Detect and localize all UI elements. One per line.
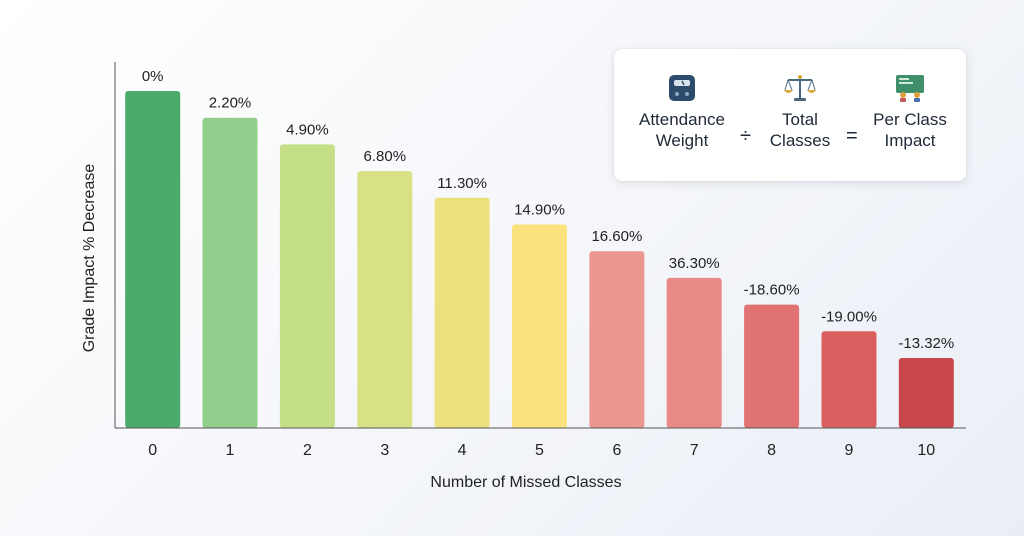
bar-9 <box>821 331 877 428</box>
scale-weight-icon <box>669 75 695 101</box>
data-label-6: 16.60% <box>591 228 642 245</box>
x-tick-label-2: 2 <box>303 442 312 459</box>
bar-2 <box>279 144 335 428</box>
bar-3 <box>357 171 413 428</box>
formula-term-total-classes: Total Classes <box>756 73 844 151</box>
x-tick-label-7: 7 <box>690 442 699 459</box>
data-labels-group: 0% 2.20% 4.90% 6.80% 11.30% 14.90% 16.60% 36.30… <box>142 68 954 352</box>
bars-group <box>125 91 954 428</box>
bar-7 <box>666 277 722 428</box>
classroom-icon <box>896 75 924 102</box>
term-line1: Per Class <box>873 110 947 129</box>
x-tick-label-4: 4 <box>458 442 467 459</box>
term-line1: Total <box>782 110 818 129</box>
balance-scale-icon <box>784 75 816 101</box>
term-line2: Weight <box>655 131 709 150</box>
data-label-1: 2.20% <box>209 95 252 112</box>
x-tick-label-5: 5 <box>535 442 544 459</box>
term-line2: Impact <box>884 131 936 150</box>
x-tick-label-10: 10 <box>917 442 935 459</box>
bar-1 <box>202 117 258 428</box>
x-tick-labels-group: 0 1 2 3 4 5 6 7 8 9 10 <box>148 442 935 459</box>
data-label-8: -18.60% <box>744 282 800 299</box>
data-label-4: 11.30% <box>437 175 487 192</box>
divide-operator: ÷ <box>740 125 751 147</box>
data-label-3: 6.80% <box>364 148 407 165</box>
bar-4 <box>434 197 490 428</box>
x-tick-label-9: 9 <box>845 442 854 459</box>
y-axis-title: Grade Impact % Decrease <box>81 164 98 353</box>
data-label-7: 36.30% <box>669 255 720 272</box>
x-tick-label-8: 8 <box>767 442 776 459</box>
data-label-5: 14.90% <box>514 202 565 219</box>
data-label-2: 4.90% <box>286 121 329 138</box>
formula-term-attendance-weight: Attendance Weight <box>628 73 736 151</box>
x-tick-label-1: 1 <box>226 442 235 459</box>
x-tick-label-6: 6 <box>612 442 621 459</box>
bar-8 <box>744 304 800 428</box>
equals-operator: = <box>846 125 858 147</box>
x-tick-label-3: 3 <box>380 442 389 459</box>
data-label-0: 0% <box>142 68 164 85</box>
x-tick-label-0: 0 <box>148 442 157 459</box>
x-axis-title: Number of Missed Classes <box>430 474 621 491</box>
term-line2: Classes <box>769 131 831 150</box>
bar-6 <box>589 251 645 428</box>
bar-0 <box>125 91 181 428</box>
bar-10 <box>898 358 954 428</box>
term-line1: Attendance <box>638 110 725 129</box>
data-label-10: -13.32% <box>898 335 954 352</box>
formula-term-per-class-impact: Per Class Impact <box>864 73 956 151</box>
bar-5 <box>512 224 567 428</box>
data-label-9: -19.00% <box>821 308 877 325</box>
formula-card: Attendance Weight ÷ Total Classes = <box>614 49 966 181</box>
